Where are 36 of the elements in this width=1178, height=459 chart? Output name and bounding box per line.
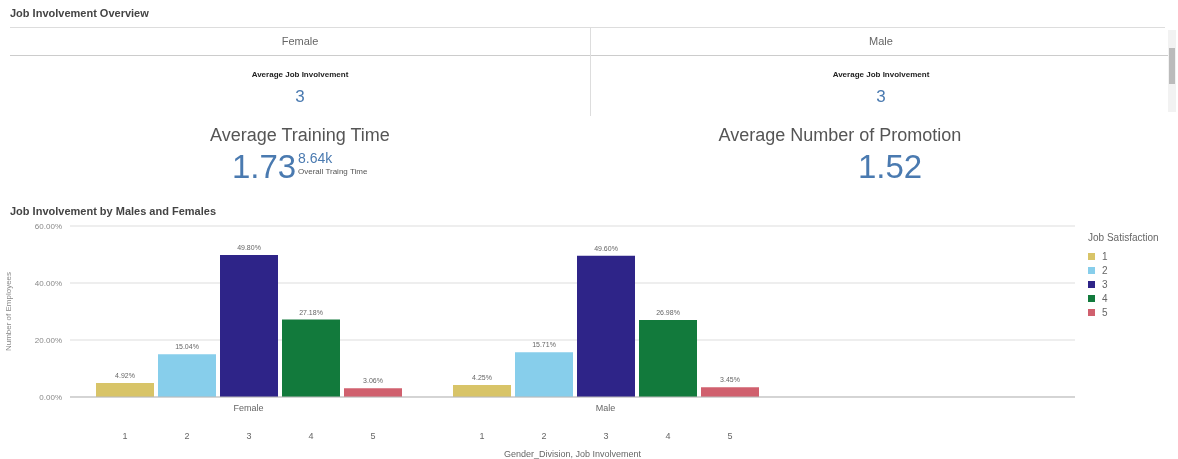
y-tick-label: 20.00% [34, 335, 62, 345]
x-axis-title: Gender_Division, Job Involvement [503, 449, 642, 459]
text: 5 [370, 431, 376, 441]
legend-label: 4 [1102, 292, 1108, 304]
text: Average Training Time [209, 125, 391, 146]
text: 1.73 [232, 148, 297, 186]
text: Average Job Involvement [250, 70, 350, 79]
category-label: Female [10, 28, 590, 56]
legend-label: 1 [1102, 250, 1108, 262]
text: 3 [246, 431, 252, 441]
legend-title: Job Satisfaction [1088, 232, 1159, 243]
y-tick-label: 0.00% [39, 392, 62, 402]
text: 2 [541, 431, 547, 441]
text: 1.52 [856, 148, 924, 186]
chart-title: Job Involvement by Males and Females [10, 205, 217, 217]
text: 1 [122, 431, 128, 441]
y-tick-label: 40.00% [34, 278, 62, 288]
legend-label: 3 [1102, 278, 1108, 290]
text: Job Involvement Overview [10, 7, 149, 19]
legend-label: 5 [1102, 306, 1108, 318]
text: 3 [294, 87, 306, 107]
text: 5 [727, 431, 733, 441]
text: 1 [479, 431, 485, 441]
y-tick-label: 60.00% [34, 221, 62, 231]
text: Average Number of Promotion [717, 125, 963, 146]
text: 8.64k [298, 150, 333, 166]
y-axis-title: Number of Employees [3, 271, 13, 352]
text: Average Job Involvement [832, 70, 930, 79]
text: 4 [665, 431, 671, 441]
category-label: Male [591, 28, 1171, 56]
legend-label: 2 [1102, 264, 1108, 276]
text: 3 [875, 87, 887, 107]
text: 3 [603, 431, 609, 441]
text: Overall Traing Time [298, 167, 368, 176]
text: 4 [308, 431, 314, 441]
text: 2 [184, 431, 190, 441]
